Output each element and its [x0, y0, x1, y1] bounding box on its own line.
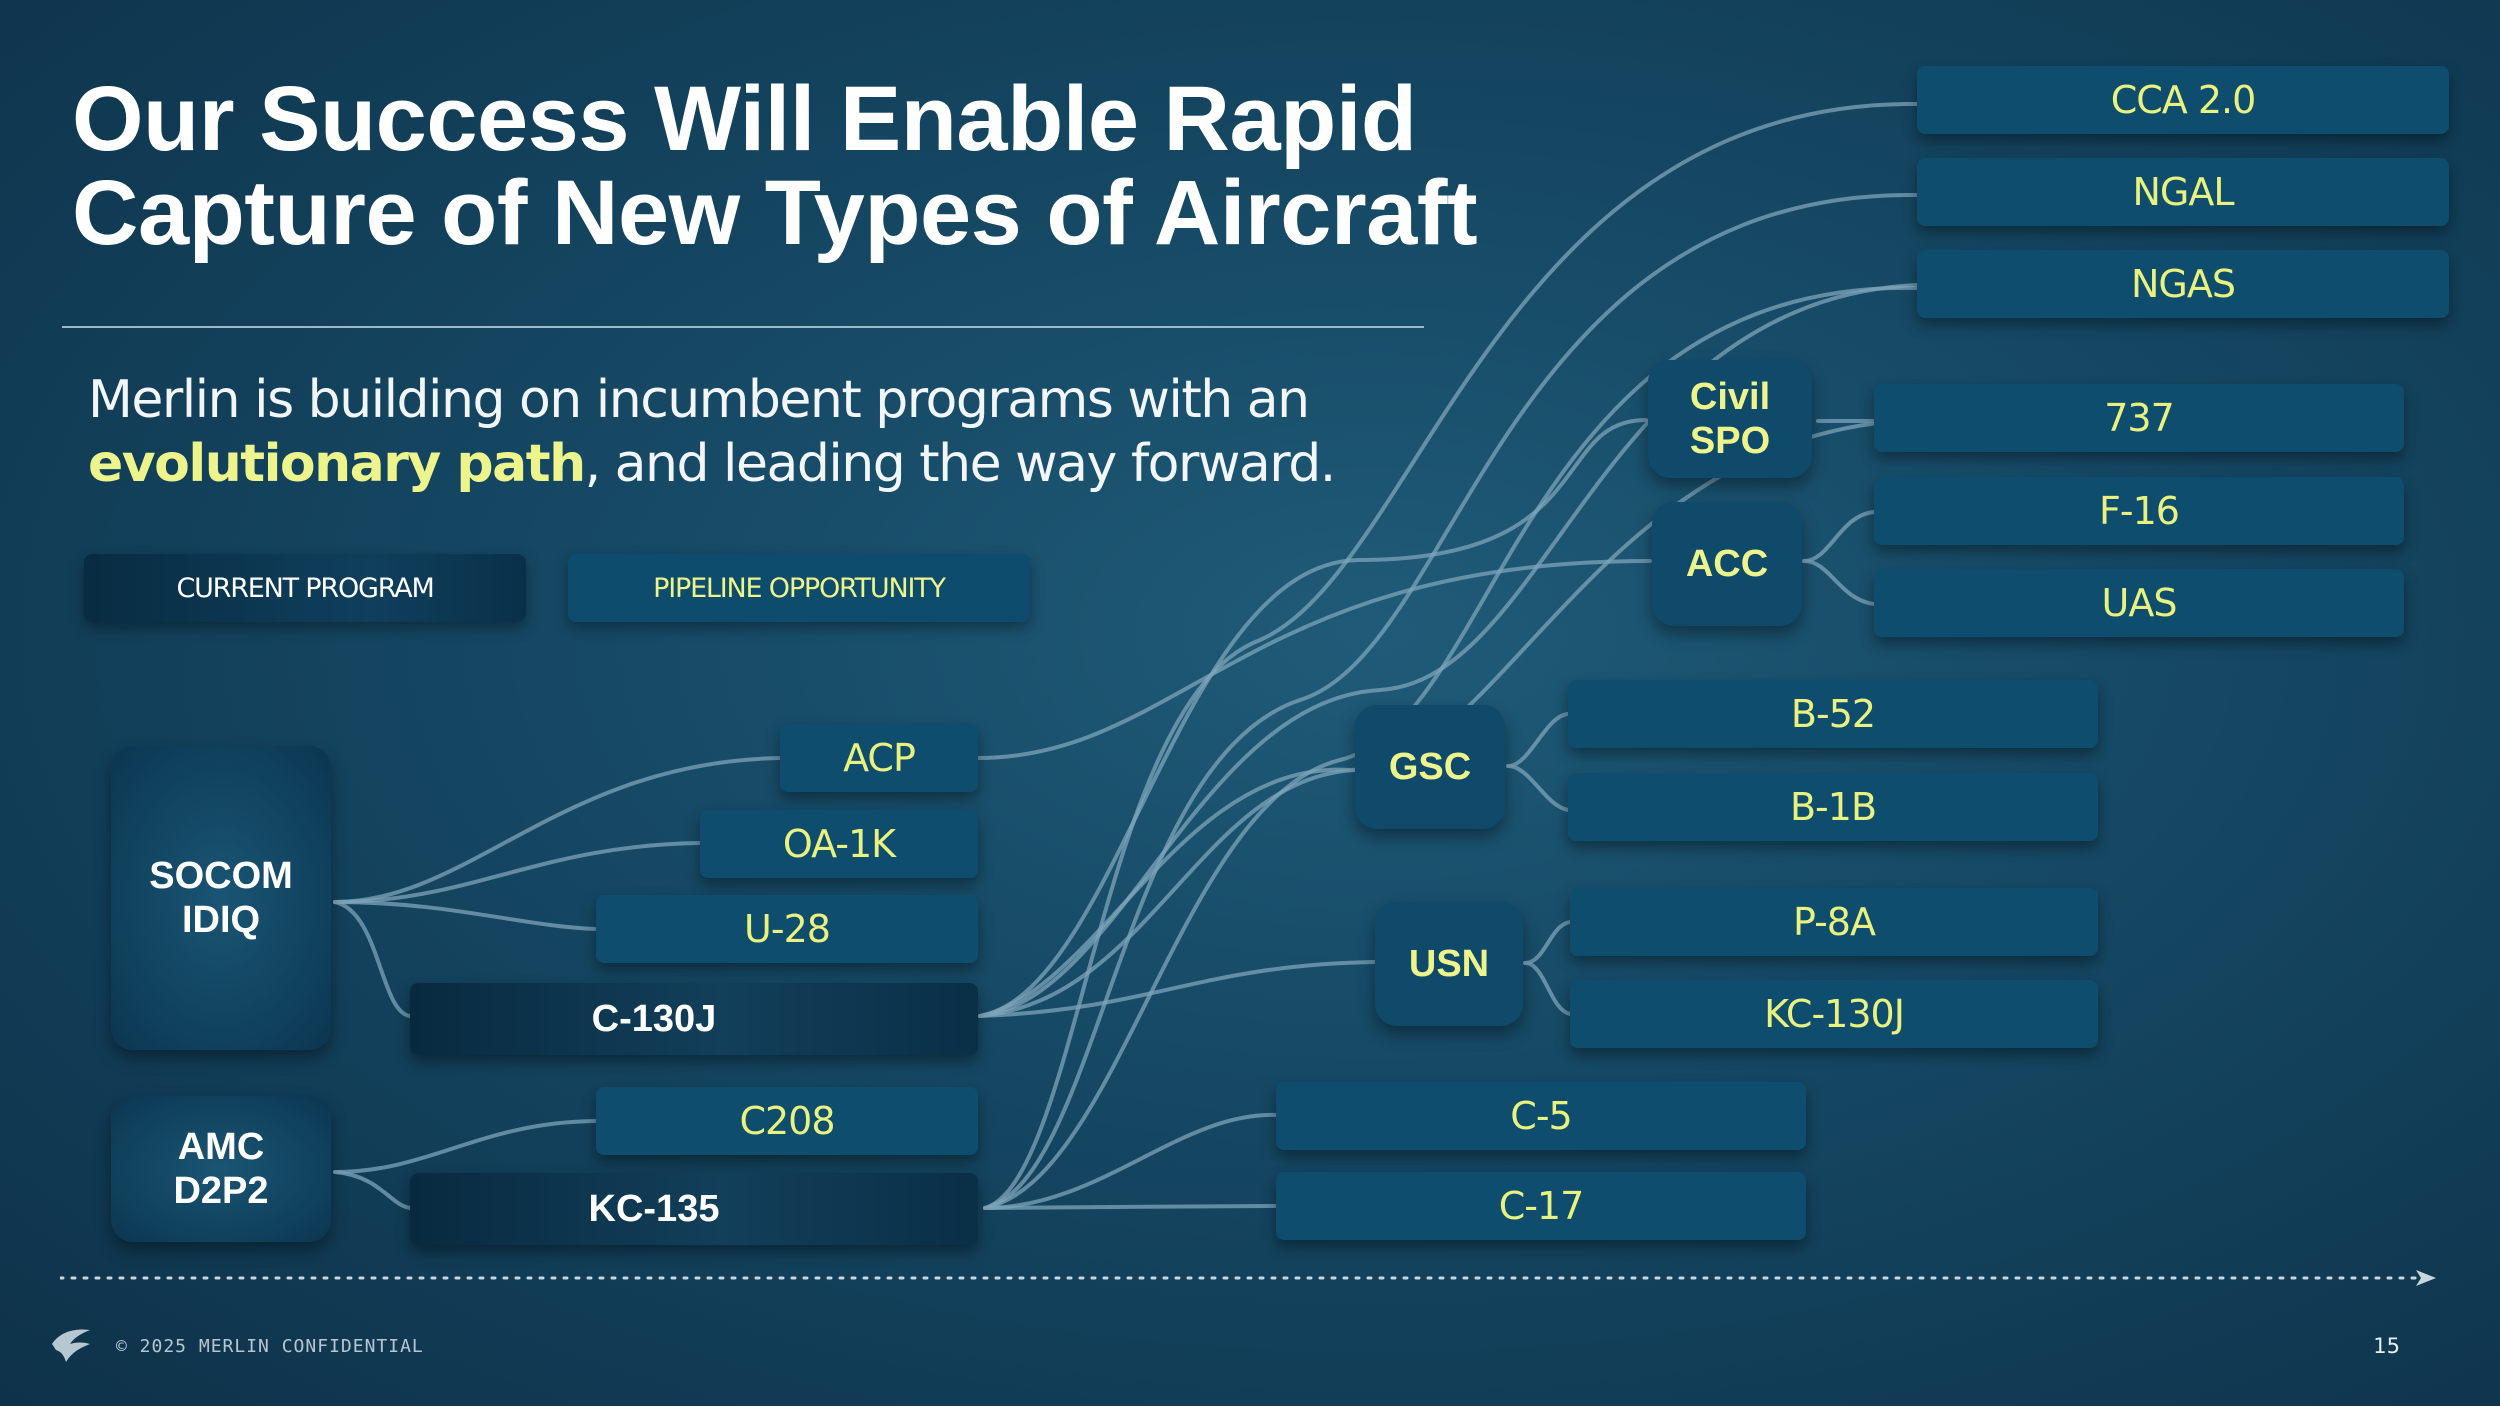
hub-civil-spo: Civil SPO [1648, 360, 1812, 478]
title-line-2: Capture of New Types of Aircraft [72, 162, 1478, 264]
hub-gsc-label: GSC [1388, 746, 1472, 788]
hub-usn-label: USN [1408, 943, 1490, 985]
node-ngal: NGAL [1917, 158, 2449, 226]
node-u-28: U-28 [596, 895, 978, 963]
page-number: 15 [2373, 1334, 2400, 1358]
page-title: Our Success Will Enable Rapid Capture of… [72, 72, 1612, 260]
hub-acc-label: ACC [1685, 543, 1769, 585]
timeline-arrow [60, 1270, 2436, 1286]
node-737: 737 [1874, 384, 2404, 452]
node-p-8a: P-8A [1570, 888, 2098, 956]
confidential-notice: © 2025 MERLIN CONFIDENTIAL [116, 1336, 424, 1357]
node-b-52: B-52 [1568, 680, 2098, 748]
node-b-1b: B-1B [1568, 773, 2098, 841]
node-ngas: NGAS [1917, 250, 2449, 318]
hub-acc: ACC [1652, 502, 1802, 626]
hub-amc-label: AMC D2P2 [173, 1126, 269, 1212]
node-oa-1k: OA-1K [700, 810, 978, 878]
hub-usn: USN [1375, 902, 1523, 1026]
node-c-130j: C-130J [410, 983, 978, 1055]
subtitle-line-1: Merlin is building on incumbent programs… [88, 370, 1310, 430]
hub-civil-label: Civil SPO [1689, 376, 1771, 462]
hub-gsc: GSC [1355, 705, 1505, 829]
hub-socom-idiq: SOCOM IDIQ [111, 746, 331, 1050]
hub-socom-label: SOCOM IDIQ [149, 855, 293, 941]
node-f-16: F-16 [1874, 477, 2404, 545]
node-kc-130j: KC-130J [1570, 980, 2098, 1048]
node-uas: UAS [1874, 569, 2404, 637]
node-c208: C208 [596, 1087, 978, 1155]
node-kc-135: KC-135 [410, 1173, 978, 1245]
legend-pipeline-opportunity: PIPELINE OPPORTUNITY [568, 554, 1030, 622]
legend-current-program: CURRENT PROGRAM [84, 554, 526, 622]
title-line-1: Our Success Will Enable Rapid [72, 68, 1417, 170]
title-divider [62, 326, 1424, 328]
subtitle-highlight: evolutionary path [88, 434, 586, 494]
node-acp: ACP [780, 724, 978, 792]
node-c-17: C-17 [1276, 1172, 1806, 1240]
hub-amc-d2p2: AMC D2P2 [111, 1096, 331, 1242]
subtitle: Merlin is building on incumbent programs… [88, 368, 1428, 496]
node-c-5: C-5 [1276, 1082, 1806, 1150]
node-cca-2: CCA 2.0 [1917, 66, 2449, 134]
merlin-logo-icon [52, 1329, 90, 1362]
subtitle-rest: , and leading the way forward. [584, 434, 1337, 494]
